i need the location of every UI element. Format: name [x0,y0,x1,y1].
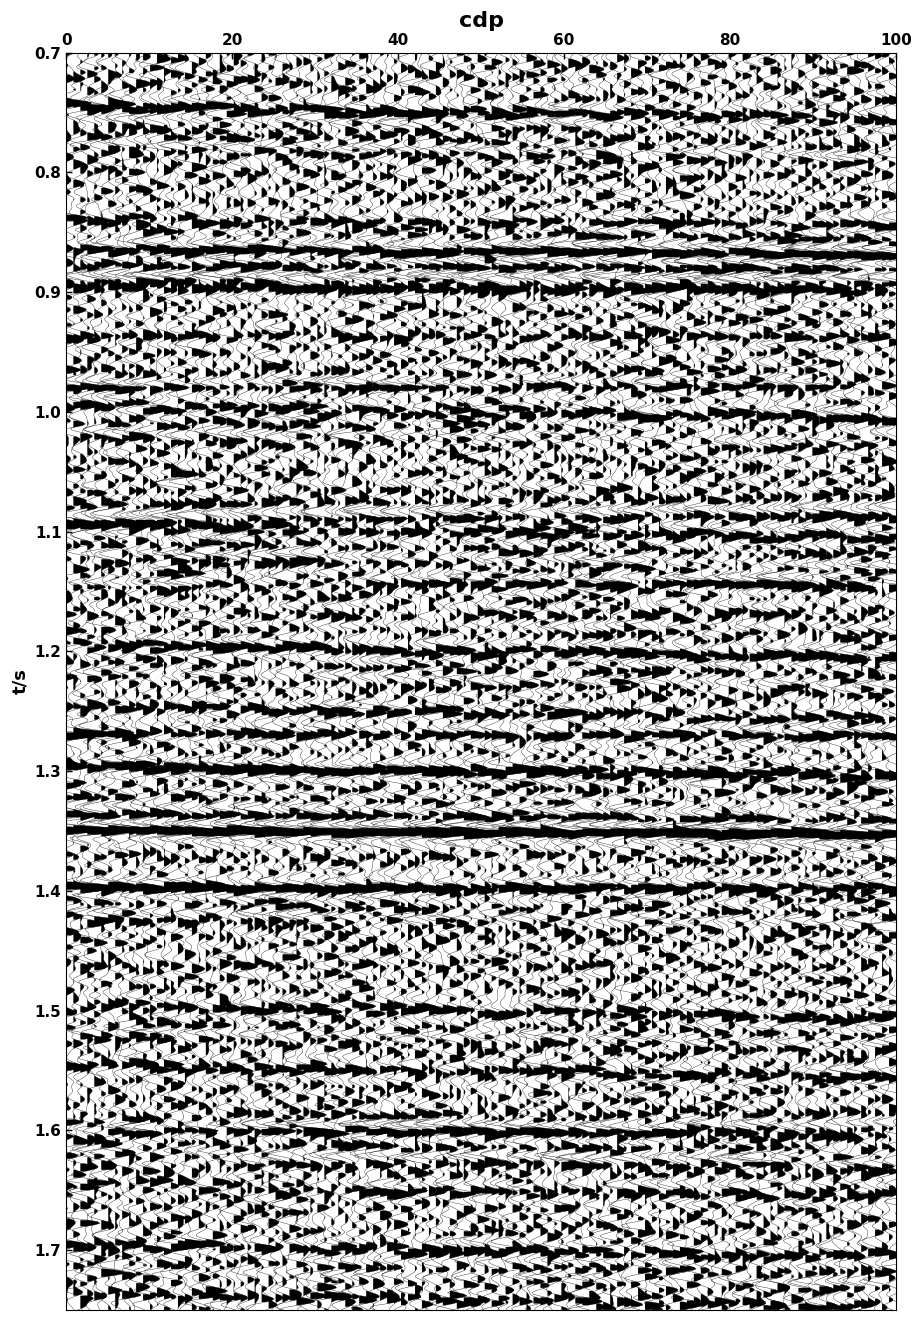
X-axis label: cdp: cdp [459,11,504,32]
Y-axis label: t/s: t/s [11,668,30,694]
